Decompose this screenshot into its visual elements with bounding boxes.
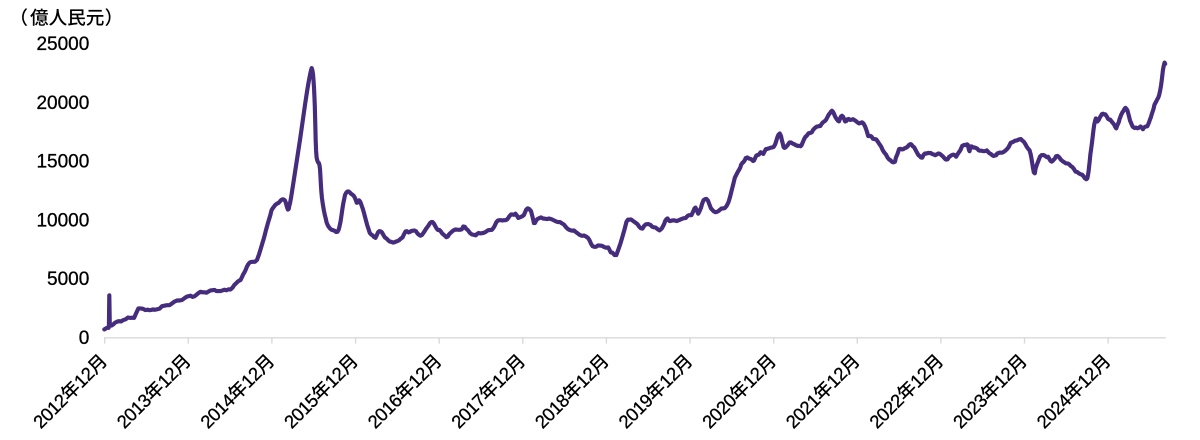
svg-text:0: 0 <box>79 328 90 349</box>
svg-text:20000: 20000 <box>36 93 89 114</box>
svg-text:10000: 10000 <box>36 210 89 231</box>
svg-text:5000: 5000 <box>47 269 89 290</box>
svg-text:15000: 15000 <box>36 152 89 173</box>
svg-text:25000: 25000 <box>36 34 89 55</box>
